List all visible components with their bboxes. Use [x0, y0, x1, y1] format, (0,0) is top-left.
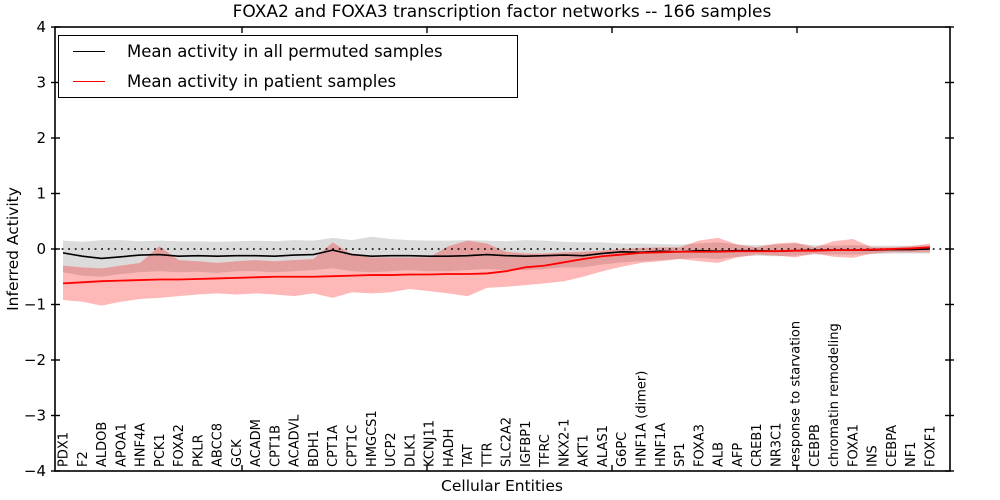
x-axis-entity-label: APOA1 — [114, 423, 129, 467]
legend-label-patient: Mean activity in patient samples — [127, 72, 397, 91]
chart-title: FOXA2 and FOXA3 transcription factor net… — [232, 2, 772, 22]
x-axis-entity-label: NR3C1 — [769, 423, 784, 467]
x-axis-entity-label: ALAS1 — [596, 425, 611, 467]
x-axis-entity-label: CEBPB — [808, 424, 823, 467]
x-axis-entity-label: SLC2A2 — [500, 417, 515, 467]
patient-line-swatch — [73, 81, 105, 82]
x-axis-entity-label: INS — [866, 445, 881, 467]
y-axis-tick-label: −1 — [24, 296, 46, 314]
legend-box: Mean activity in all permuted samples Me… — [58, 35, 518, 98]
x-axis-entity-label: TAT — [461, 444, 476, 468]
y-axis-label: Inferred Activity — [4, 187, 22, 311]
x-axis-entity-label: G6PC — [615, 432, 630, 467]
y-axis-tick-label: −2 — [24, 351, 46, 369]
y-axis-tick-label: 1 — [36, 185, 46, 203]
x-axis-entity-label: IGFBP1 — [519, 421, 534, 467]
x-axis-entity-label: BDH1 — [307, 430, 322, 467]
permuted-confidence-band — [63, 236, 930, 277]
legend-item-permuted: Mean activity in all permuted samples — [59, 39, 517, 65]
x-axis-entity-label: chromatin remodeling — [827, 323, 842, 467]
x-axis-entity-label: DLK1 — [403, 433, 418, 467]
x-axis-entity-label: NKX2-1 — [557, 419, 572, 467]
x-axis-label: Cellular Entities — [441, 477, 563, 495]
x-axis-entity-label: TTR — [480, 442, 495, 468]
y-axis-tick-label: 0 — [36, 240, 46, 258]
y-axis-tick-label: 3 — [36, 74, 46, 92]
legend-item-patient: Mean activity in patient samples — [59, 69, 517, 95]
permuted-line-swatch — [73, 51, 105, 52]
y-axis-tick-label: 4 — [36, 18, 46, 36]
x-axis-entity-label: FOXA3 — [692, 424, 707, 467]
x-axis-entity-label: NF1 — [904, 442, 919, 467]
legend-label-permuted: Mean activity in all permuted samples — [127, 42, 443, 61]
x-axis-entity-label: CPT1A — [326, 425, 341, 467]
y-axis-tick-label: 2 — [36, 129, 46, 147]
patient-mean-line — [62, 246, 931, 285]
x-axis-entity-label: ACADVL — [288, 414, 303, 467]
x-axis-entity-label: CPT1C — [346, 425, 361, 467]
x-axis-entity-label: CPT1B — [268, 425, 283, 467]
x-axis-entity-label: HNF1A (dimer) — [635, 371, 650, 467]
x-axis-entity-label: CEBPA — [885, 425, 900, 467]
x-axis-entity-label: AKT1 — [577, 434, 592, 467]
x-axis-entity-label: PKLR — [191, 434, 206, 467]
x-axis-entity-label: SP1 — [673, 443, 688, 467]
x-axis-entity-label: GCK — [230, 439, 245, 467]
x-axis-entity-label: FOXA2 — [172, 424, 187, 467]
x-axis-entity-label: FOXA1 — [846, 424, 861, 467]
x-axis-entity-label: HADH — [442, 429, 457, 467]
x-axis-entity-label: AFP — [731, 443, 746, 467]
y-axis-tick-label: −4 — [24, 462, 46, 480]
y-axis-tick-label: −3 — [24, 407, 46, 425]
x-axis-entity-label: HNF1A — [654, 423, 669, 467]
x-axis-entity-label: F2 — [76, 451, 91, 467]
x-axis-entity-label: ABCC8 — [211, 423, 226, 467]
x-axis-entity-label: PDX1 — [57, 432, 72, 467]
x-axis-entity-label: ALB — [712, 442, 727, 467]
x-axis-entity-label: HNF4A — [134, 423, 149, 467]
x-axis-entity-label: CREB1 — [750, 423, 765, 467]
x-axis-entity-label: TFRC — [538, 434, 553, 468]
x-axis-entity-label: UCP2 — [384, 432, 399, 467]
x-axis-entity-label: FOXF1 — [924, 425, 939, 467]
x-axis-entity-label: HMGCS1 — [365, 410, 380, 467]
x-axis-entity-label: ALDOB — [95, 422, 110, 467]
x-axis-entity-label: ACADM — [249, 419, 264, 467]
x-axis-entity-label: PCK1 — [153, 433, 168, 467]
x-axis-entity-label: response to starvation — [789, 321, 804, 467]
x-axis-entity-label: KCNJ11 — [423, 420, 438, 467]
